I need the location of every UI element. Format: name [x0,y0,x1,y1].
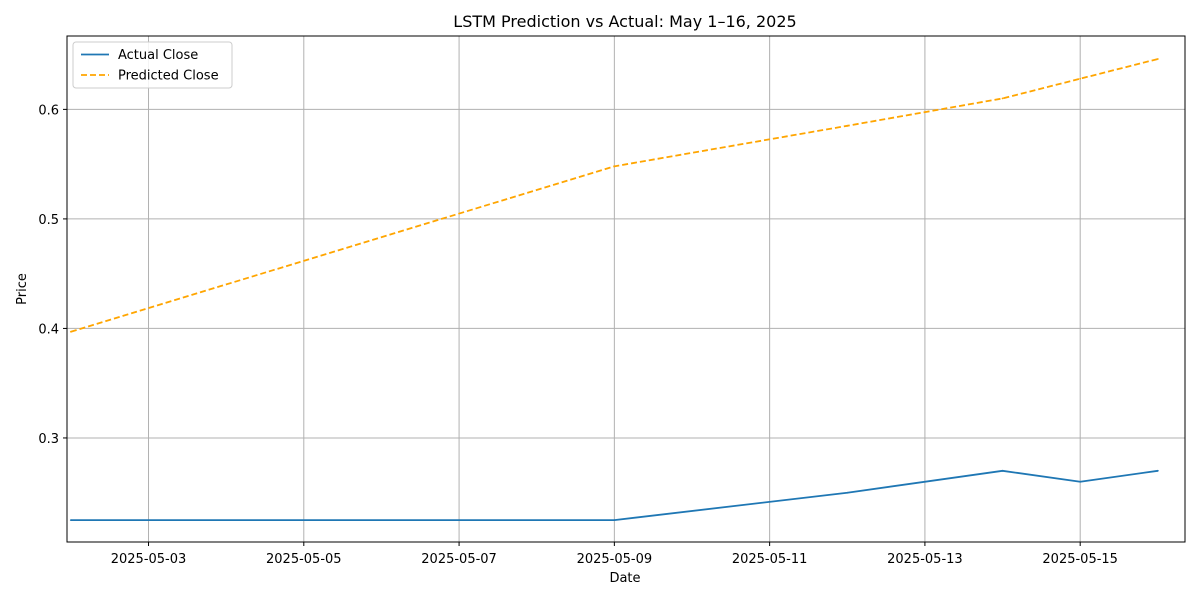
chart-title: LSTM Prediction vs Actual: May 1–16, 202… [453,12,796,31]
legend-box [72,41,233,89]
grid [67,36,1185,542]
data-point-actual-close [613,519,616,521]
x-tick-label: 2025-05-07 [421,552,497,567]
legend-label-actual-close: Actual Close [118,48,198,63]
y-tick-label: 0.3 [38,432,59,447]
legend: Actual Close Predicted Close [72,41,233,89]
data-point-predicted-close [846,124,849,127]
series-line-actual-close [70,469,1158,521]
axis-ticks: 2025-05-03 2025-05-05 2025-05-07 2025-05-09… [38,103,1118,567]
x-tick-label: 2025-05-05 [266,552,342,567]
axes-frame [66,35,1186,543]
x-tick-label: 2025-05-15 [1042,552,1118,567]
series-line-predicted-close [70,58,1159,333]
y-tick-label: 0.5 [38,213,59,228]
x-tick-label: 2025-05-09 [577,552,653,567]
data-point-predicted-close [1001,97,1004,100]
y-tick-label: 0.4 [38,322,59,337]
y-axis-label: Price [15,273,30,305]
legend-label-predicted-close: Predicted Close [118,69,219,84]
data-point-actual-close [1001,469,1004,472]
data-point-predicted-close [69,330,72,333]
data-point-actual-close [1079,480,1082,483]
x-axis-label: Date [609,571,640,586]
data-point-actual-close [1156,469,1159,472]
data-point-predicted-close [1156,58,1159,60]
x-tick-label: 2025-05-13 [887,552,963,567]
x-tick-label: 2025-05-11 [732,552,808,567]
data-point-predicted-close [613,165,616,168]
y-tick-label: 0.6 [38,103,59,118]
data-point-actual-close [846,491,849,494]
x-tick-label: 2025-05-03 [111,552,187,567]
data-point-predicted-close [1079,77,1082,80]
data-point-actual-close [69,519,72,521]
plot-area [69,58,1159,521]
